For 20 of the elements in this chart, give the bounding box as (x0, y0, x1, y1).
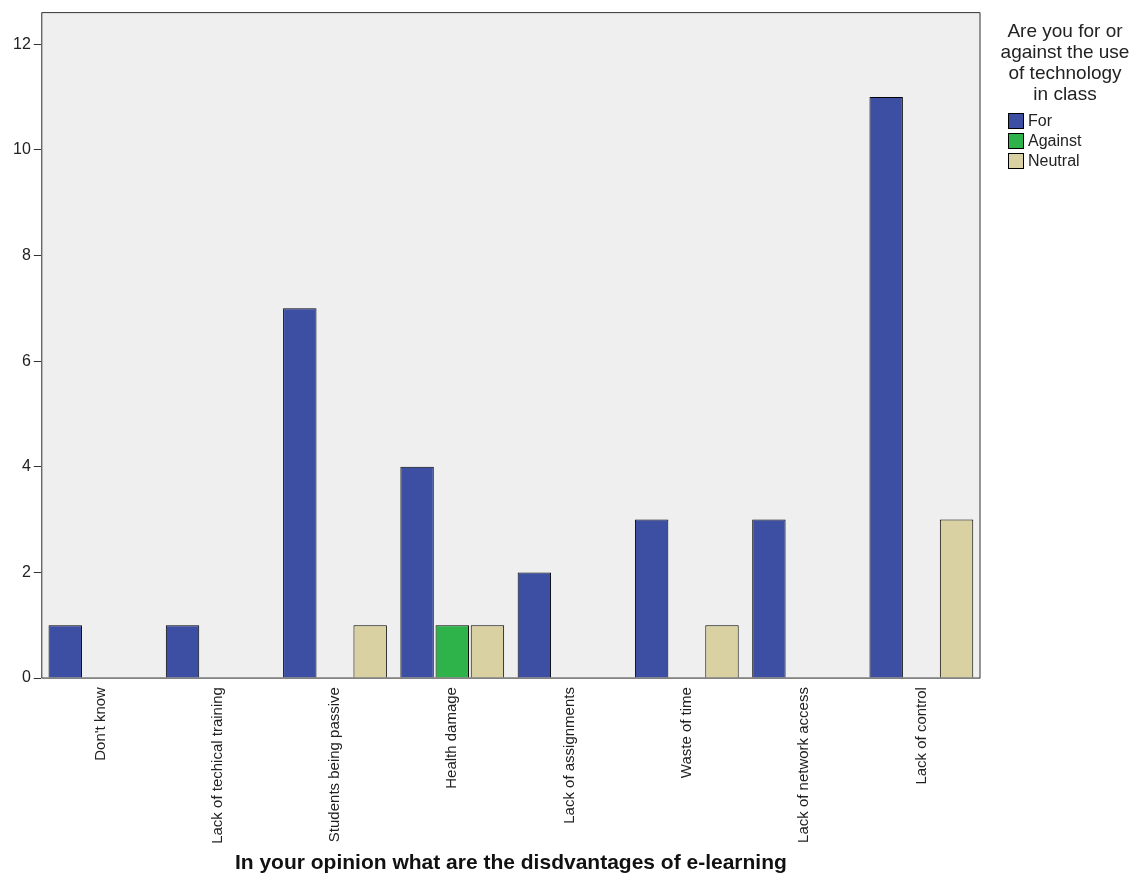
legend-label: Against (1028, 132, 1082, 150)
legend-label: For (1028, 112, 1052, 130)
x-tick-label: Lack of control (911, 687, 929, 785)
y-tick-label: 4 (21, 457, 31, 475)
x-tick-label: Waste of time (676, 687, 694, 779)
y-tick-label: 8 (21, 245, 31, 263)
y-tick-label: 0 (21, 668, 31, 686)
x-tick-label: Lack of network access (794, 687, 812, 843)
legend-label: Neutral (1028, 152, 1080, 170)
y-tick-label: 12 (13, 34, 31, 52)
x-axis-title: In your opinion what are the disdvantages of e-learning (234, 850, 787, 874)
y-tick-label: 2 (21, 562, 31, 580)
y-tick-label: 10 (13, 140, 31, 158)
legend-title: Are you for or against the use of technology in class (1000, 20, 1130, 104)
x-tick-label: Lack of techical training (207, 687, 225, 844)
x-tick-label: Don't know (90, 686, 108, 761)
x-tick-label: Students being passive (325, 687, 343, 843)
y-tick-label: 6 (21, 351, 31, 369)
x-tick-label: Lack of assignments (559, 687, 577, 824)
x-tick-label: Health damage (442, 687, 460, 789)
